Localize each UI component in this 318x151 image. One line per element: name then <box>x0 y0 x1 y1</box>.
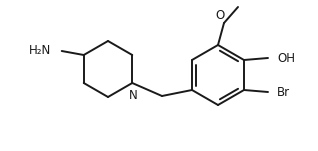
Text: H₂N: H₂N <box>29 45 51 58</box>
Text: Br: Br <box>277 85 290 98</box>
Text: OH: OH <box>277 51 295 64</box>
Text: N: N <box>129 89 138 102</box>
Text: O: O <box>215 9 225 22</box>
